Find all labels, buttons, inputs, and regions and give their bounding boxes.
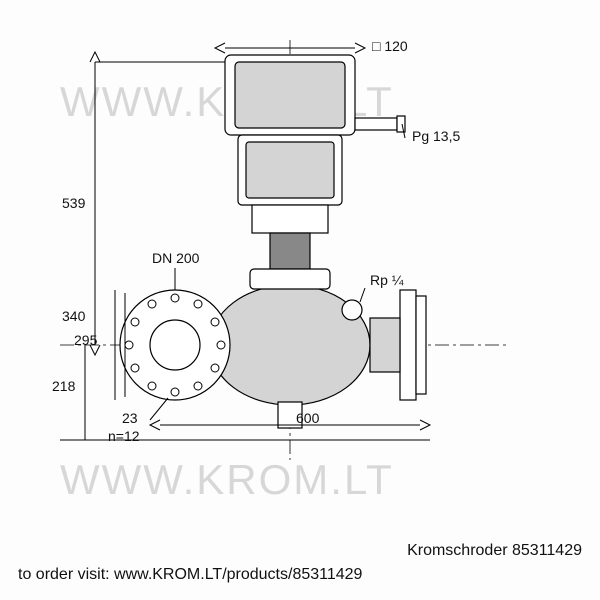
dim-rp: Rp ¼ (370, 272, 403, 288)
dim-pg: Pg 13,5 (412, 128, 460, 144)
dim-bolt-count: n=12 (108, 428, 140, 444)
footer-order: to order visit: www.KROM.LT/products/853… (18, 566, 362, 584)
dim-total-height: 539 (62, 195, 85, 211)
dim-flange-thk: 23 (122, 410, 138, 426)
diagram-canvas: WWW.KROM.LT WWW.KROM.LT (0, 0, 600, 600)
dim-square-symbol: □ 120 (372, 38, 408, 54)
dim-body-height: 340 (62, 308, 85, 324)
dim-body-width: 600 (296, 410, 319, 426)
drawing-svg (0, 0, 600, 600)
dim-flange-dia: 295 (74, 332, 97, 348)
dim-centerline-h: 218 (52, 378, 75, 394)
dim-dn: DN 200 (152, 250, 199, 266)
footer-brand: Kromschroder 85311429 (407, 542, 582, 560)
